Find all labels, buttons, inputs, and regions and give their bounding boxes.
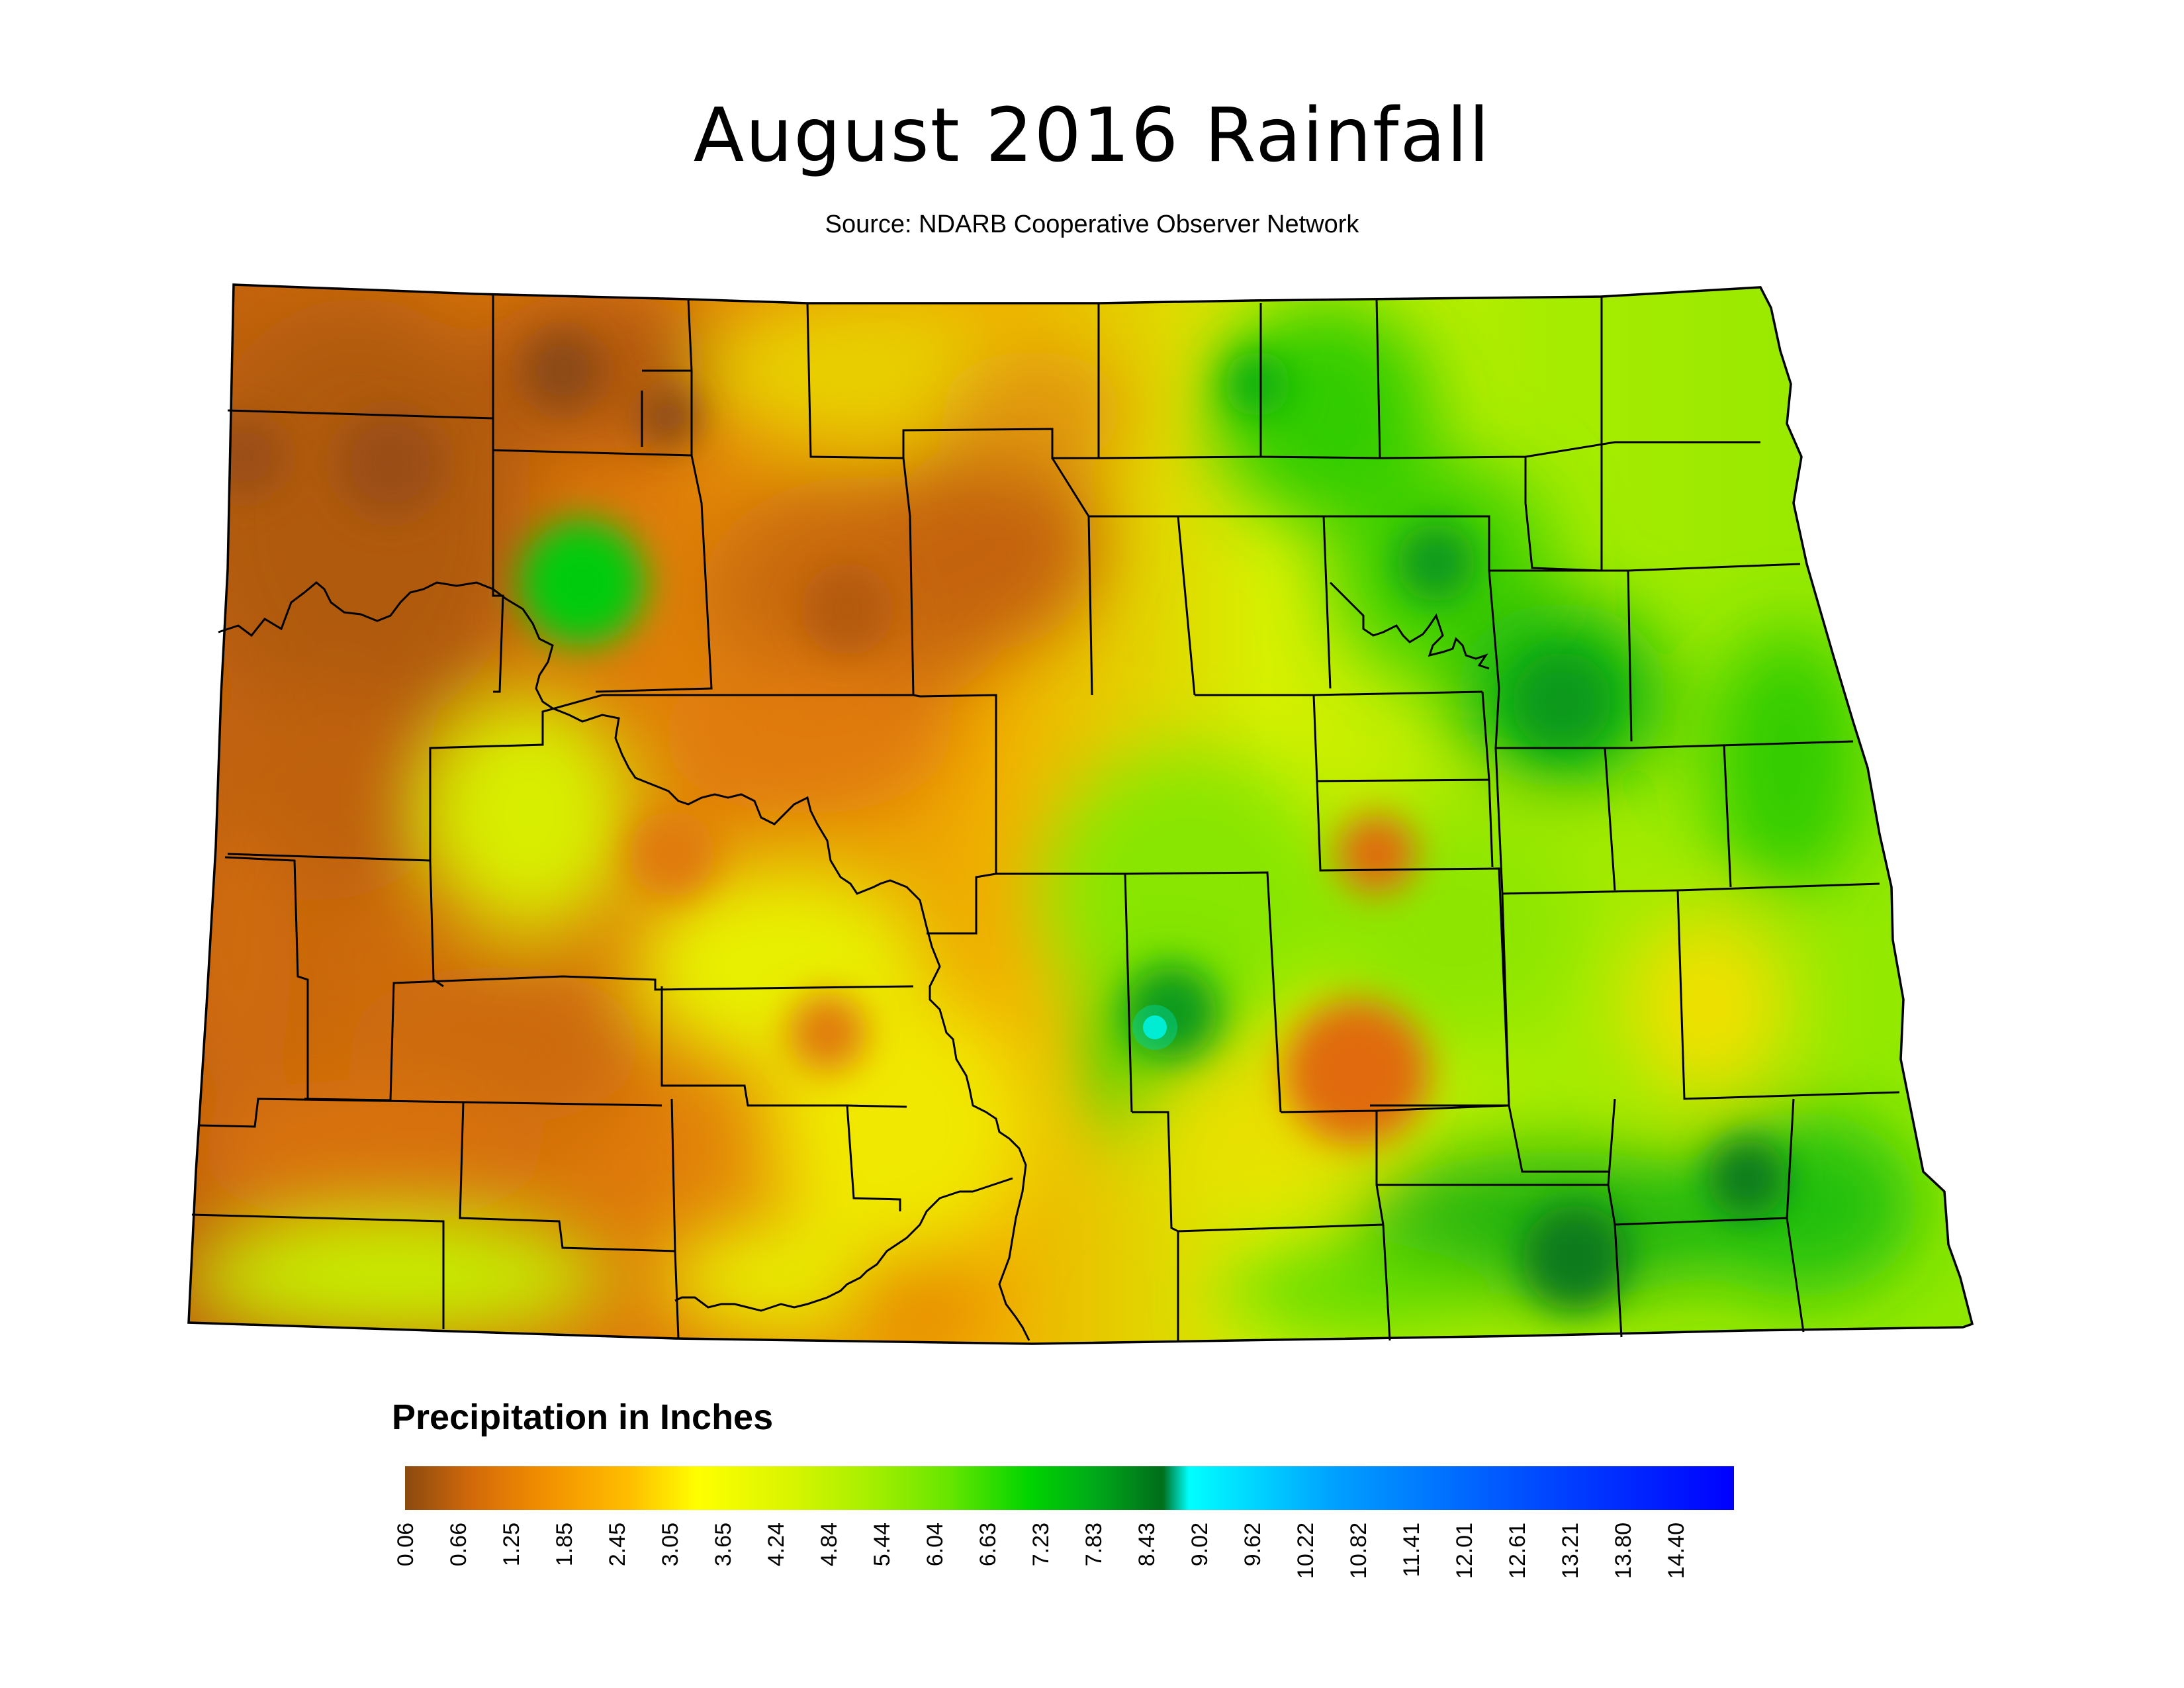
legend-tick-label: 10.82 [1346,1523,1371,1579]
legend-tick-label: 9.62 [1240,1523,1265,1567]
legend-tick-label: 12.01 [1452,1523,1477,1579]
legend-tick-label: 13.80 [1611,1523,1636,1579]
legend-tick-label: 4.24 [764,1523,789,1567]
legend-tick-label: 7.23 [1028,1523,1054,1567]
map-subtitle: Source: NDARB Cooperative Observer Netwo… [825,211,1359,238]
missouri-river [218,581,1030,1341]
legend-tick-label: 11.41 [1399,1523,1424,1577]
legend-tick-label: 6.63 [976,1523,1001,1567]
legend-tick-label: 4.84 [817,1523,842,1567]
legend-tick-label: 9.02 [1187,1523,1212,1567]
legend-tick-label: 10.22 [1293,1523,1318,1579]
legend-tick-label: 1.25 [499,1523,524,1567]
legend-tick-label: 0.66 [446,1523,471,1567]
legend-tick-label: 5.44 [870,1523,895,1567]
county-boundaries [191,294,1900,1342]
legend-tick-label: 13.21 [1558,1523,1583,1579]
legend-tick-label: 14.40 [1664,1523,1689,1579]
legend-tick-label: 0.06 [393,1523,418,1567]
rainfall-surface [189,285,1972,1344]
map-title: August 2016 Rainfall [693,93,1491,179]
legend-tick-label: 1.85 [552,1523,577,1567]
legend-tick-label: 7.83 [1081,1523,1107,1567]
legend-tick-label: 12.61 [1505,1523,1530,1579]
legend-tick-label: 2.45 [605,1523,630,1567]
legend-title: Precipitation in Inches [392,1397,774,1437]
legend-tick-label: 3.05 [658,1523,683,1567]
state-outline [187,283,1974,1345]
legend-tick-label: 8.43 [1134,1523,1160,1567]
devils-lake-shore [1329,581,1490,670]
legend-tick-label: 3.65 [711,1523,736,1567]
legend-color-bar [405,1466,1734,1510]
peak-rainfall-spot [1143,1015,1167,1039]
lake-sakakawea-shore [674,1177,1013,1312]
legend-tick-label: 6.04 [923,1523,948,1567]
